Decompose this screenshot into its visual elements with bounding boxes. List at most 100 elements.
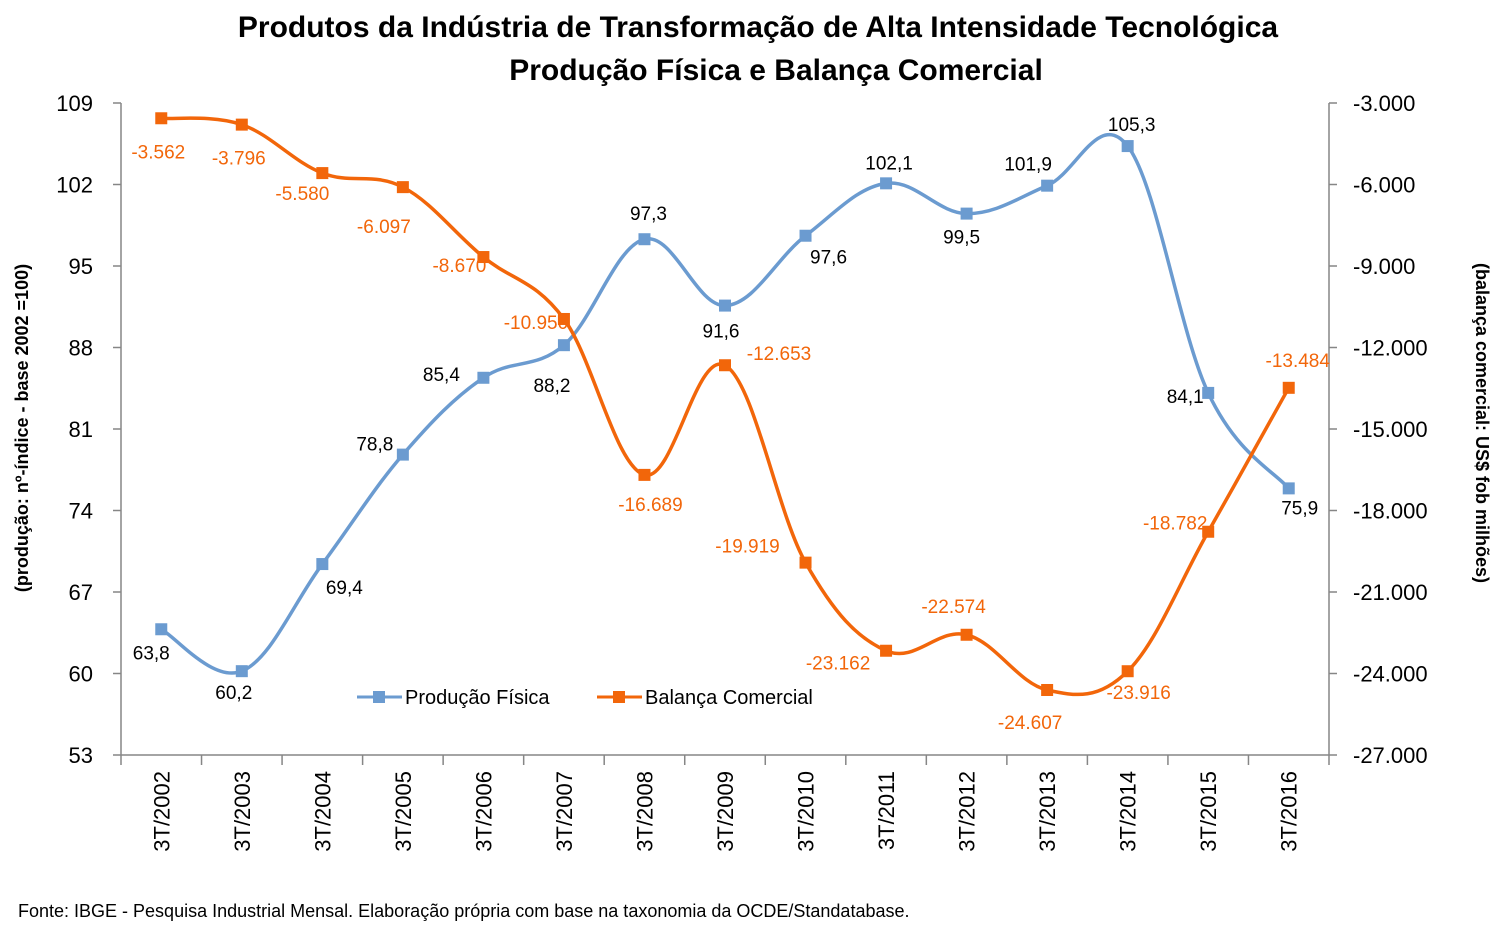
legend-swatch-balanca-marker (613, 691, 625, 703)
left-tick-label: 102 (56, 173, 93, 198)
chart-title-line1: Produtos da Indústria de Transformação d… (238, 11, 1279, 44)
data-label-producao: 85,4 (423, 365, 460, 386)
data-point-producao (799, 229, 812, 242)
x-tick-label: 3T/2007 (552, 771, 577, 852)
data-label-balanca: -8.670 (432, 256, 486, 277)
left-tick-label: 88 (69, 336, 93, 361)
data-label-producao: 99,5 (943, 228, 980, 249)
data-label-producao: 91,6 (703, 322, 740, 343)
right-tick-label: -27.000 (1353, 743, 1428, 768)
data-point-balanca (960, 628, 973, 641)
data-label-balanca: -12.653 (747, 344, 811, 365)
right-tick-label: -24.000 (1353, 662, 1428, 687)
data-point-producao (316, 558, 329, 571)
data-point-producao (396, 448, 409, 461)
data-point-producao (235, 665, 248, 678)
series-points (155, 112, 1295, 696)
data-point-balanca (1121, 665, 1134, 678)
data-point-balanca (1041, 683, 1054, 696)
data-point-producao (155, 623, 168, 636)
legend-label-producao: Produção Física (405, 687, 550, 709)
data-point-balanca (719, 359, 731, 372)
data-label-balanca: -22.574 (921, 597, 986, 618)
data-label-balanca: -24.607 (998, 713, 1062, 734)
legend-swatch-producao-marker (373, 691, 385, 703)
right-tick-label: -3.000 (1353, 91, 1415, 116)
left-tick-label: 60 (69, 662, 93, 687)
x-tick-label: 3T/2005 (391, 771, 416, 852)
data-label-balanca: -5.580 (275, 184, 329, 205)
legend-label-balanca: Balança Comercial (645, 687, 813, 709)
data-point-balanca (477, 251, 490, 264)
data-label-balanca: -16.689 (618, 495, 682, 516)
data-label-balanca: -3.796 (212, 149, 266, 170)
left-tick-label: 74 (69, 499, 93, 524)
right-tick-label: -21.000 (1353, 580, 1428, 605)
data-label-producao: 78,8 (356, 435, 393, 456)
series-line-balanca (161, 116, 1291, 697)
data-label-producao: 63,8 (133, 643, 170, 664)
data-label-balanca: -19.919 (715, 537, 779, 558)
data-point-balanca (155, 112, 168, 125)
data-label-producao: 88,2 (533, 376, 570, 397)
x-tick-label: 3T/2011 (874, 771, 899, 850)
data-point-producao (719, 299, 731, 312)
data-point-balanca (316, 167, 329, 180)
data-point-producao (1121, 140, 1134, 153)
x-tick-label: 3T/2013 (1035, 771, 1060, 852)
x-tick-label: 3T/2002 (149, 771, 174, 852)
data-point-producao (880, 177, 893, 190)
data-point-balanca (638, 468, 651, 481)
x-tick-label: 3T/2010 (794, 771, 819, 852)
data-label-balanca: -10.950 (504, 313, 568, 334)
data-point-producao (477, 371, 490, 384)
data-point-balanca (396, 181, 409, 194)
data-label-balanca: -23.916 (1106, 683, 1170, 704)
source-note: Fonte: IBGE - Pesquisa Industrial Mensal… (18, 901, 909, 921)
data-point-balanca (1282, 381, 1295, 394)
data-label-producao: 102,1 (865, 153, 913, 174)
data-point-producao (557, 339, 570, 352)
x-tick-label: 3T/2016 (1277, 771, 1302, 852)
data-label-producao: 69,4 (326, 578, 363, 599)
x-tick-label: 3T/2003 (230, 771, 255, 852)
data-label-producao: 97,6 (810, 248, 847, 269)
data-label-producao: 105,3 (1108, 115, 1156, 136)
left-tick-label: 81 (69, 417, 93, 442)
right-axis-title: (balança comercial: US$ fob milhões) (1472, 263, 1492, 583)
data-label-balanca: -6.097 (357, 217, 411, 238)
data-point-producao (960, 207, 973, 220)
data-label-producao: 60,2 (215, 683, 252, 704)
data-label-producao: 97,3 (630, 204, 667, 225)
data-label-producao: 75,9 (1281, 498, 1318, 519)
data-point-balanca (1202, 525, 1215, 538)
data-point-balanca (235, 118, 248, 131)
right-tick-label: -6.000 (1353, 173, 1415, 198)
right-tick-label: -15.000 (1353, 417, 1428, 442)
data-point-producao (1202, 386, 1215, 399)
data-point-producao (1041, 179, 1054, 192)
x-tick-label: 3T/2009 (713, 771, 738, 852)
data-label-balanca: -18.782 (1143, 514, 1207, 535)
data-label-producao: 101,9 (1004, 155, 1052, 176)
data-label-balanca: -23.162 (806, 654, 870, 675)
left-tick-label: 53 (69, 743, 93, 768)
x-tick-label: 3T/2008 (632, 771, 657, 852)
data-label-producao: 84,1 (1167, 387, 1204, 408)
data-label-balanca: -3.562 (131, 142, 185, 163)
left-tick-label: 95 (69, 254, 93, 279)
data-point-balanca (557, 312, 570, 325)
data-label-balanca: -13.484 (1266, 351, 1331, 372)
x-tick-label: 3T/2012 (955, 771, 980, 852)
axes: 53 60 67 74 81 88 95 102 109 -27.000 -24.000 -21.00… (56, 91, 1427, 852)
data-point-producao (638, 233, 651, 246)
left-axis-title: (produção: nº-índice - base 2002 =100) (12, 264, 32, 592)
data-point-producao (1282, 482, 1295, 495)
chart-title-line2: Produção Física e Balança Comercial (509, 54, 1043, 87)
data-point-balanca (799, 556, 812, 569)
data-point-balanca (880, 644, 893, 657)
right-tick-label: -9.000 (1353, 254, 1415, 279)
x-tick-label: 3T/2015 (1196, 771, 1221, 852)
